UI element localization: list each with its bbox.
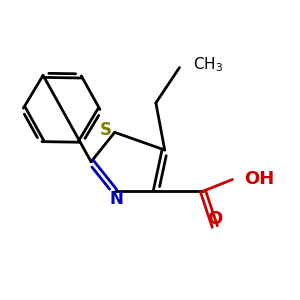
- Text: OH: OH: [244, 170, 274, 188]
- Text: N: N: [109, 190, 123, 208]
- Text: S: S: [100, 121, 112, 139]
- Text: O: O: [207, 210, 222, 228]
- Text: CH$_3$: CH$_3$: [193, 55, 223, 74]
